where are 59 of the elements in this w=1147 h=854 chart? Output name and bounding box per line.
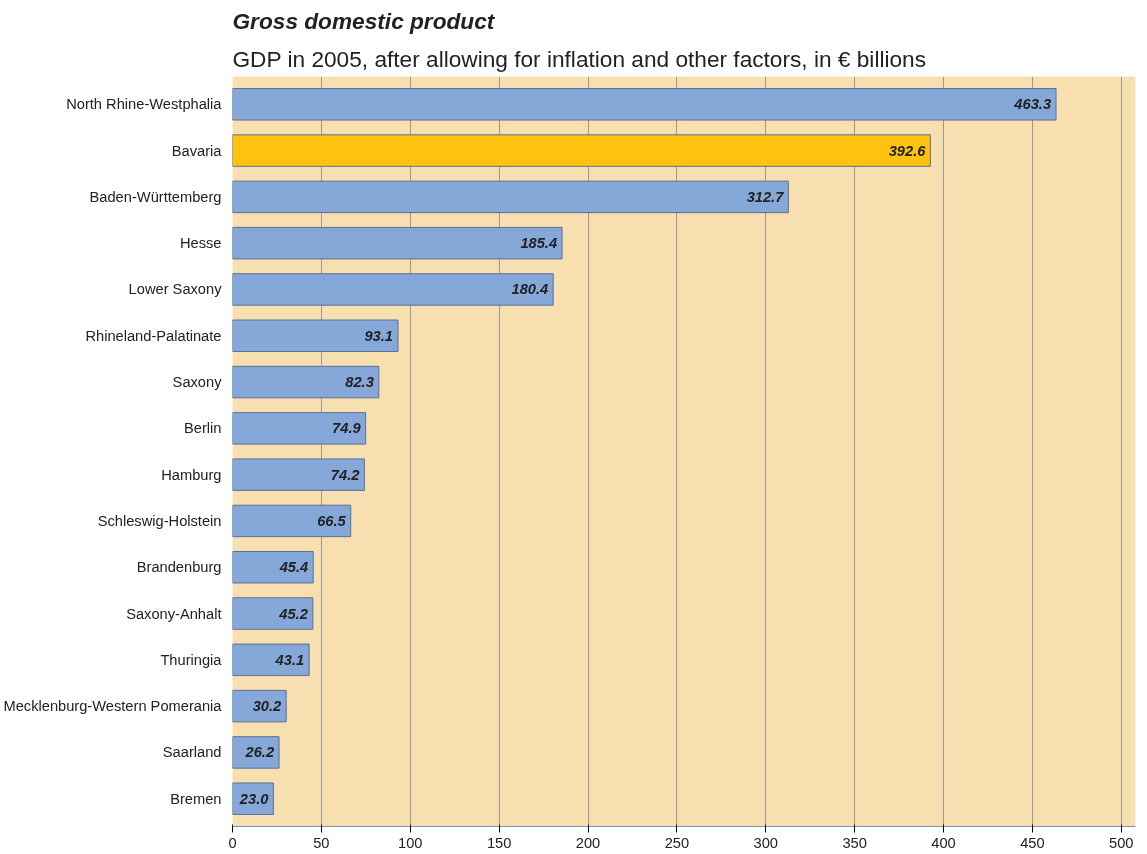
y-tick-label: Saarland — [162, 744, 222, 761]
x-tick-label: 350 — [842, 834, 867, 851]
y-tick-label: Saxony — [172, 374, 223, 391]
y-tick-label: Lower Saxony — [128, 281, 223, 298]
data-label: 45.4 — [278, 559, 309, 576]
chart-title: Gross domestic product — [232, 7, 496, 34]
chart-subtitle: GDP in 2005, after allowing for inflation and other factors, in € billions — [232, 45, 927, 72]
bar — [232, 180, 789, 214]
data-label: 74.9 — [332, 420, 362, 437]
data-label: 463.3 — [1013, 96, 1052, 113]
data-label: 66.5 — [317, 512, 347, 529]
x-tick-label: 300 — [753, 834, 779, 851]
bar — [232, 226, 563, 260]
x-tick-label: 200 — [575, 834, 601, 851]
y-tick-label: Bremen — [170, 790, 222, 807]
y-tick-label: Baden-Württemberg — [89, 188, 222, 205]
bar — [232, 365, 380, 399]
data-label: 74.2 — [330, 466, 360, 483]
y-tick-label: North Rhine-Westphalia — [66, 96, 223, 113]
data-label: 312.7 — [746, 188, 785, 205]
y-tick-label: Thuringia — [160, 651, 223, 668]
data-label: 26.2 — [244, 744, 275, 761]
x-tick-label: 50 — [313, 834, 330, 851]
x-tick-label: 400 — [931, 834, 956, 851]
data-label: 45.2 — [278, 605, 308, 622]
y-tick-label: Mecklenburg-Western Pomerania — [3, 698, 223, 715]
y-tick-label: Berlin — [184, 420, 222, 437]
bar — [232, 458, 365, 491]
y-tick-label: Brandenburg — [136, 559, 222, 576]
bar — [232, 134, 931, 167]
y-tick-label: Rhineland-Palatinate — [85, 327, 222, 344]
data-label: 30.2 — [252, 698, 282, 715]
data-label: 82.3 — [345, 374, 374, 391]
x-tick-label: 0 — [228, 834, 237, 851]
bar — [232, 319, 399, 352]
bar — [232, 551, 314, 584]
y-tick-label: Bavaria — [171, 142, 223, 159]
bar — [232, 412, 367, 445]
y-tick-label: Saxony-Anhalt — [126, 605, 222, 622]
y-tick-label: Hamburg — [161, 466, 222, 483]
y-tick-label: Hesse — [179, 235, 222, 252]
bar — [232, 597, 314, 630]
data-label: 180.4 — [511, 281, 549, 298]
data-label: 392.6 — [888, 142, 927, 159]
x-tick-label: 450 — [1020, 834, 1045, 851]
x-tick-label: 250 — [664, 834, 690, 851]
data-label: 43.1 — [274, 651, 305, 668]
data-label: 93.1 — [364, 327, 393, 344]
bar — [232, 273, 554, 306]
bar — [232, 643, 310, 677]
data-label: 185.4 — [520, 235, 558, 252]
bar — [232, 88, 1057, 121]
x-tick-label: 500 — [1109, 834, 1134, 851]
data-label: 23.0 — [238, 790, 270, 807]
x-tick-label: 100 — [398, 834, 423, 851]
bar — [232, 689, 287, 723]
bar — [232, 504, 352, 538]
x-tick-label: 150 — [486, 834, 512, 851]
y-tick-label: Schleswig-Holstein — [97, 512, 222, 529]
